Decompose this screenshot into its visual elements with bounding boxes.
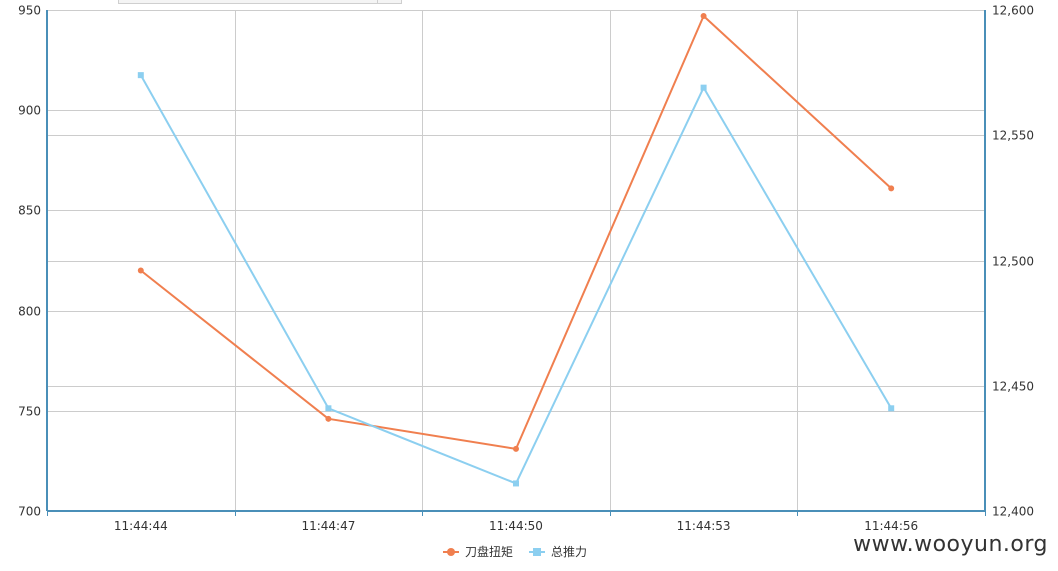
- legend-item[interactable]: 总推力: [529, 545, 587, 559]
- x-tick-label: 11:44:56: [864, 519, 918, 533]
- y-left-tick-label: 950: [18, 4, 41, 18]
- y-right-tick-label: 12,450: [992, 380, 1034, 394]
- y-left-tick-label: 850: [18, 204, 41, 218]
- data-point: [700, 84, 707, 91]
- y-right-tick-label: 12,600: [992, 4, 1034, 18]
- y-left-tick-label: 700: [18, 505, 41, 519]
- series-line: [139, 74, 893, 485]
- legend[interactable]: 刀盘扭矩 总推力: [443, 544, 587, 559]
- y-left-tick-label: 800: [18, 305, 41, 319]
- data-point: [137, 72, 144, 79]
- y-right-tick-label: 12,400: [992, 505, 1034, 519]
- series-line: [140, 15, 892, 450]
- x-tick-label: 11:44:53: [677, 519, 731, 533]
- watermark: www.wooyun.org: [853, 532, 1048, 557]
- data-point: [325, 405, 332, 412]
- data-point: [700, 13, 707, 20]
- legend-marker: [447, 548, 455, 556]
- x-tick-label: 11:44:44: [114, 519, 168, 533]
- legend-label: 总推力: [551, 545, 587, 559]
- data-point: [513, 445, 519, 452]
- legend-marker: [533, 548, 541, 556]
- legend-label: 刀盘扭矩: [465, 544, 513, 559]
- series-layer: [137, 13, 895, 487]
- data-point: [888, 405, 895, 412]
- data-point: [137, 267, 144, 274]
- y-left-tick-label: 900: [18, 104, 41, 118]
- top-scrollbar-fragment: [118, 0, 402, 4]
- axes: 700 750 800 850 900 950 12,400 12,450 12,500 12,5…: [18, 4, 1034, 534]
- legend-item[interactable]: 刀盘扭矩: [443, 544, 513, 559]
- x-tick-label: 11:44:50: [489, 519, 543, 533]
- y-right-tick-label: 12,550: [992, 129, 1034, 143]
- y-right-tick-label: 12,500: [992, 255, 1034, 269]
- top-scrollbar-divider: [377, 0, 378, 3]
- grid: [47, 10, 985, 511]
- data-point: [888, 185, 895, 192]
- data-point: [513, 480, 519, 487]
- y-left-tick-label: 750: [18, 405, 41, 419]
- x-tick-label: 11:44:47: [301, 519, 355, 533]
- data-point: [325, 415, 332, 422]
